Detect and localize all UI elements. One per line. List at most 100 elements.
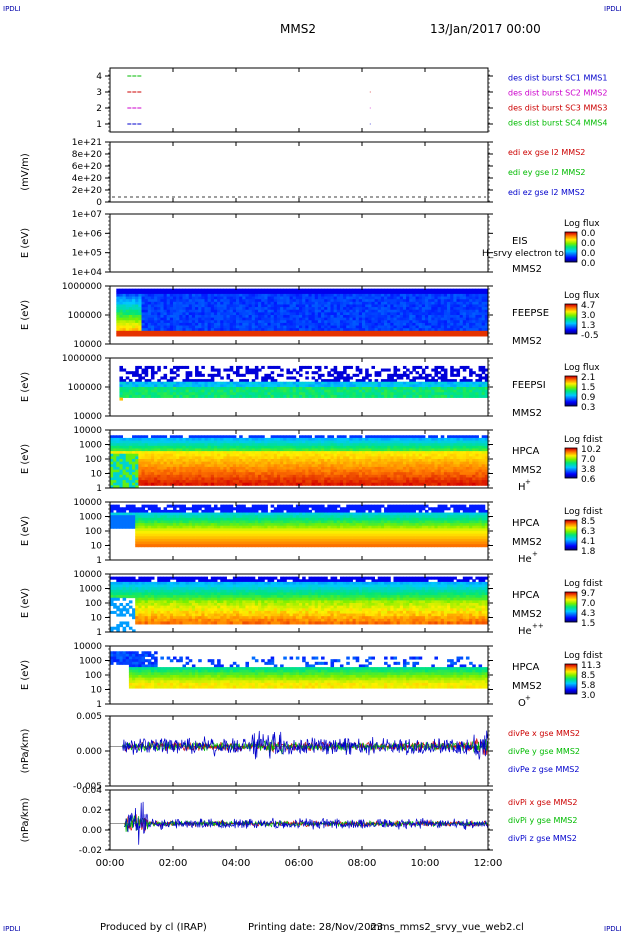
spectrogram-cell: [355, 392, 360, 396]
spectrogram-cell: [223, 437, 227, 441]
spectrogram-cell: [286, 480, 290, 484]
spectrogram-cell: [450, 387, 454, 391]
spectrogram-cell: [128, 381, 133, 385]
spectrogram-cell: [116, 293, 120, 297]
spectrogram-cell: [308, 480, 312, 484]
spectrogram-cell: [321, 445, 325, 449]
spectrogram-cell: [428, 317, 432, 321]
spectrogram-cell: [481, 381, 486, 385]
spectrogram-cell: [308, 464, 312, 468]
spectrogram-cell: [292, 368, 297, 372]
spectrogram-cell: [157, 381, 161, 385]
spectrogram-cell: [418, 317, 423, 321]
spectrogram-cell: [270, 371, 275, 375]
spectrogram-cell: [270, 456, 275, 460]
spectrogram-cell: [311, 469, 316, 473]
spectrogram-cell: [179, 451, 183, 455]
spectrogram-cell: [135, 392, 139, 396]
spectrogram-cell: [132, 461, 136, 465]
spectrogram-cell: [179, 288, 183, 292]
spectrogram-cell: [144, 459, 149, 463]
spectrogram-cell: [173, 456, 177, 460]
spectrogram-cell: [478, 317, 483, 321]
spectrogram-cell: [365, 322, 369, 326]
spectrogram-cell: [217, 315, 221, 319]
spectrogram-cell: [154, 328, 158, 332]
spectrogram-cell: [135, 379, 139, 383]
spectrogram-cell: [280, 309, 284, 313]
spectrogram-cell: [302, 381, 306, 385]
spectrogram-cell: [399, 307, 404, 311]
spectrogram-cell: [195, 466, 199, 470]
spectrogram-cell: [213, 466, 218, 470]
spectrogram-cell: [339, 459, 344, 463]
spectrogram-cell: [204, 389, 209, 393]
spectrogram-cell: [229, 299, 234, 303]
spectrogram-cell: [311, 474, 316, 478]
spectrogram-cell: [207, 328, 212, 332]
spectrogram-cell: [321, 299, 325, 303]
spectrogram-cell: [295, 459, 300, 463]
spectrogram-cell: [311, 307, 316, 311]
spectrogram-cell: [484, 376, 489, 380]
spectrogram-cell: [141, 288, 146, 292]
spectrogram-cell: [144, 328, 149, 332]
spectrogram-cell: [371, 320, 375, 324]
spectrogram-cell: [141, 435, 146, 439]
spectrogram-cell: [150, 461, 155, 465]
spectrogram-cell: [122, 474, 127, 478]
spectrogram-cell: [267, 373, 272, 377]
spectrogram-cell: [393, 288, 398, 292]
spectrogram-cell: [242, 466, 246, 470]
spectrogram-cell: [286, 443, 290, 447]
spectrogram-cell: [138, 373, 142, 377]
spectrogram-cell: [358, 296, 363, 300]
spectrogram-cell: [371, 304, 375, 308]
spectrogram-cell: [305, 384, 309, 388]
spectrogram-cell: [280, 307, 284, 311]
spectrogram-cell: [135, 299, 139, 303]
spectrogram-cell: [339, 448, 344, 452]
spectrogram-cell: [157, 435, 161, 439]
spectrogram-cell: [119, 445, 123, 449]
colorbar-swatch: [565, 389, 577, 391]
spectrogram-cell: [324, 451, 328, 455]
spectrogram-cell: [289, 472, 294, 476]
spectrogram-cell: [251, 322, 256, 326]
spectrogram-cell: [380, 322, 385, 326]
spectrogram-cell: [185, 299, 190, 303]
spectrogram-cell: [236, 381, 240, 385]
spectrogram-cell: [182, 322, 186, 326]
spectrogram-cell: [428, 387, 432, 391]
spectrogram-cell: [374, 317, 379, 321]
spectrogram-cell: [374, 312, 379, 316]
spectrogram-cell: [163, 480, 168, 484]
spectrogram-cell: [198, 296, 202, 300]
spectrogram-cell: [251, 330, 256, 334]
spectrogram-cell: [305, 451, 309, 455]
spectrogram-cell: [132, 304, 136, 308]
spectrogram-cell: [245, 482, 249, 486]
spectrogram-cell: [191, 461, 196, 465]
spectrogram-cell: [396, 322, 401, 326]
spectrogram-cell: [223, 445, 227, 449]
spectrogram-cell: [223, 453, 227, 457]
spectrogram-cell: [443, 309, 448, 313]
spectrogram-cell: [213, 315, 218, 319]
spectrogram-cell: [308, 328, 312, 332]
spectrogram-cell: [339, 474, 344, 478]
spectrogram-cell: [305, 472, 309, 476]
spectrogram-cell: [308, 477, 312, 481]
spectrogram-cell: [292, 453, 297, 457]
spectrogram-cell: [440, 333, 445, 337]
spectrogram-cell: [207, 440, 212, 444]
spectrogram-cell: [166, 440, 171, 444]
spectrogram-cell: [232, 453, 237, 457]
spectrogram-cell: [286, 376, 290, 380]
spectrogram-cell: [236, 445, 240, 449]
spectrogram-cell: [406, 394, 410, 398]
spectrogram-cell: [154, 333, 158, 337]
colorbar-swatch: [565, 376, 577, 378]
spectrogram-cell: [336, 328, 341, 332]
spectrogram-cell: [204, 469, 209, 473]
